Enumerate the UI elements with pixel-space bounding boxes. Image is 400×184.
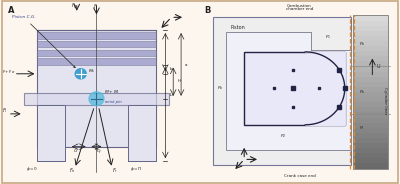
Bar (353, 46, 388, 51)
Text: $P_1$: $P_1$ (325, 33, 331, 41)
Bar (353, 15, 388, 169)
Bar (353, 87, 388, 92)
Bar (353, 153, 388, 158)
Text: $P_l$: $P_l$ (358, 125, 364, 132)
Circle shape (75, 69, 86, 79)
Text: $F+F_w$: $F+F_w$ (2, 68, 16, 76)
Text: $\phi=0$: $\phi=0$ (26, 165, 38, 173)
Text: $P_A$: $P_A$ (252, 57, 259, 65)
Text: a: a (185, 63, 188, 67)
Text: A: A (8, 6, 14, 15)
Bar (353, 51, 388, 56)
Text: $C_y$: $C_y$ (96, 147, 103, 156)
Bar (353, 31, 388, 36)
Text: $F_n$: $F_n$ (69, 166, 76, 175)
Text: Crank case end: Crank case end (284, 174, 315, 178)
Text: $F_i$: $F_i$ (92, 2, 98, 11)
Text: chamber end: chamber end (286, 7, 313, 11)
Bar (353, 15, 388, 21)
Bar (311, 32, 351, 50)
Bar (353, 143, 388, 148)
Text: H: H (177, 79, 180, 83)
Text: Piston C.G.: Piston C.G. (12, 15, 75, 68)
Bar (38, 41, 156, 47)
Text: $P_u$: $P_u$ (358, 41, 365, 48)
Bar (353, 118, 388, 123)
Text: $W_u$: $W_u$ (298, 67, 306, 75)
Text: $L_s$: $L_s$ (169, 92, 175, 99)
Bar (353, 102, 388, 107)
Text: $F_l$: $F_l$ (2, 106, 8, 115)
Circle shape (89, 92, 104, 106)
Text: Combustion: Combustion (287, 4, 312, 8)
Bar (38, 49, 156, 56)
Bar (353, 56, 388, 61)
Text: wrist pin: wrist pin (105, 100, 122, 104)
Bar (38, 32, 156, 39)
Text: U: U (376, 64, 380, 69)
Bar (353, 72, 388, 77)
Bar (353, 61, 388, 66)
Text: Piston: Piston (230, 25, 245, 30)
Bar (353, 148, 388, 153)
Text: $F_r$: $F_r$ (112, 166, 118, 175)
Bar (24, 93, 169, 105)
Bar (38, 30, 156, 147)
Bar (353, 36, 388, 41)
Bar (353, 138, 388, 143)
Text: $P_b$: $P_b$ (216, 85, 223, 92)
Text: B: B (205, 6, 211, 15)
Bar (38, 58, 156, 65)
Bar (353, 128, 388, 133)
Bar (353, 112, 388, 118)
Bar (244, 52, 345, 125)
Bar (353, 66, 388, 72)
Bar (353, 163, 388, 169)
Bar (353, 26, 388, 31)
Text: $C_r$: $C_r$ (73, 147, 79, 155)
Text: $W_l$: $W_l$ (298, 100, 305, 107)
Bar (353, 158, 388, 163)
Bar (353, 77, 388, 82)
Text: b: b (169, 67, 172, 71)
Text: $F_s$: $F_s$ (321, 111, 327, 118)
Bar (353, 41, 388, 46)
Text: $P_u$: $P_u$ (358, 88, 365, 96)
Text: $P_2$: $P_2$ (280, 132, 286, 139)
Text: $\phi=\Pi$: $\phi=\Pi$ (130, 165, 142, 173)
Bar (38, 105, 65, 161)
Bar (353, 133, 388, 138)
Bar (213, 17, 351, 165)
Bar (353, 97, 388, 102)
Text: W: W (290, 106, 294, 110)
Bar (353, 123, 388, 128)
Bar (353, 21, 388, 26)
Bar (353, 92, 388, 97)
Bar (128, 105, 156, 161)
Text: T: T (280, 84, 282, 89)
Text: $M_s$: $M_s$ (88, 68, 95, 75)
Bar (226, 32, 351, 150)
Bar (353, 107, 388, 112)
Text: Cylinder liner: Cylinder liner (383, 87, 387, 115)
Text: $F_g$: $F_g$ (71, 2, 78, 12)
Text: $M+M_i$: $M+M_i$ (104, 88, 120, 96)
Bar (353, 82, 388, 87)
